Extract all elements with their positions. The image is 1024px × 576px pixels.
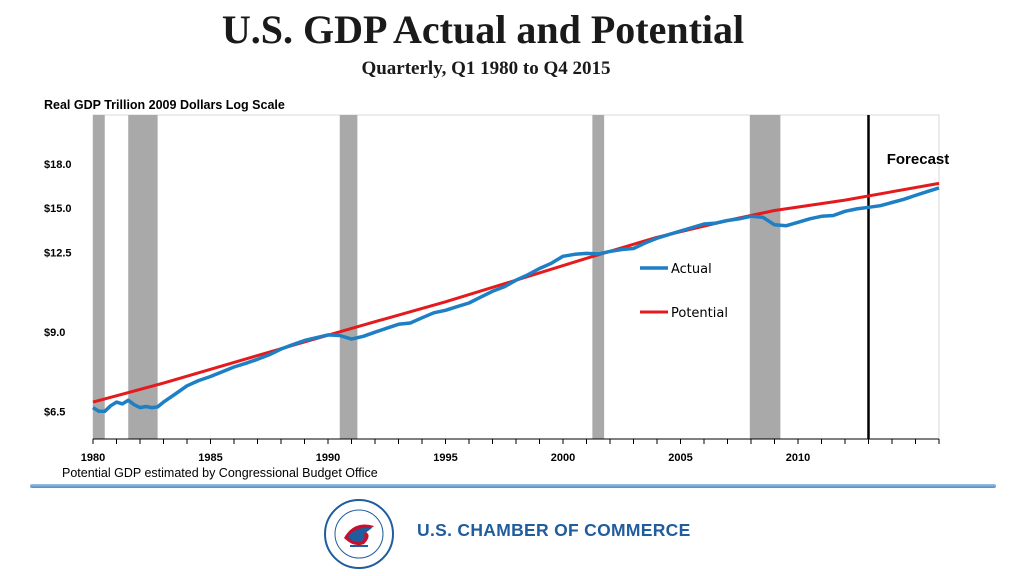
legend-label-potential: Potential: [671, 306, 728, 321]
y-tick-label-4: $18.0: [44, 159, 72, 171]
x-tick-label-0: 1980: [81, 452, 105, 464]
recession-band-4: [749, 115, 781, 439]
recession-band-0: [93, 115, 105, 439]
x-tick-label-1: 1985: [198, 452, 222, 464]
x-axis: 1980 1985 1990 1995 2000 2005 2010: [81, 438, 940, 464]
y-tick-label-0: $6.5: [44, 406, 65, 418]
forecast-label: Forecast: [887, 151, 950, 168]
x-tick-label-6: 2010: [786, 452, 810, 464]
x-tick-label-2: 1990: [316, 452, 340, 464]
legend: Actual Potential: [640, 262, 728, 321]
chamber-seal-logo: [324, 499, 394, 569]
legend-label-actual: Actual: [671, 262, 712, 277]
y-axis: $6.5 $9.0 $12.5 $15.0 $18.0: [44, 159, 72, 419]
y-tick-label-1: $9.0: [44, 327, 65, 339]
x-tick-label-4: 2000: [551, 452, 575, 464]
recession-band-2: [339, 115, 358, 439]
footnote: Potential GDP estimated by Congressional…: [62, 466, 378, 480]
plot-frame: [92, 114, 940, 440]
divider: [30, 484, 996, 488]
series-line-potential: [92, 181, 940, 404]
y-tick-label-2: $12.5: [44, 247, 72, 259]
recession-bands: [93, 115, 781, 439]
y-axis-label: Real GDP Trillion 2009 Dollars Log Scale: [44, 98, 285, 112]
chart-subtitle: Quarterly, Q1 1980 to Q4 2015: [361, 58, 611, 79]
gdp-chart: $6.5 $9.0 $12.5 $15.0 $18.0 1980 1985 1990 1995…: [44, 114, 950, 464]
recession-band-3: [592, 115, 605, 439]
chart-title: U.S. GDP Actual and Potential: [221, 7, 745, 52]
organization-name: U.S. CHAMBER OF COMMERCE: [417, 520, 691, 540]
series-line-actual: [92, 186, 940, 414]
y-tick-label-3: $15.0: [44, 203, 72, 215]
x-tick-label-5: 2005: [668, 452, 692, 464]
x-tick-label-3: 1995: [433, 452, 457, 464]
